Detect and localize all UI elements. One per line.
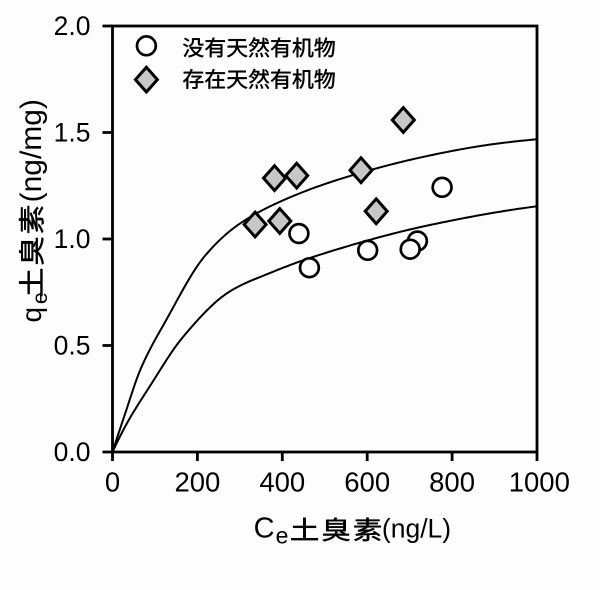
svg-text:C: C (254, 512, 275, 544)
svg-text:2.0: 2.0 (54, 11, 91, 41)
svg-text:400: 400 (259, 466, 305, 497)
svg-text:0.5: 0.5 (54, 331, 91, 361)
svg-text:200: 200 (174, 466, 220, 497)
svg-text:e: e (276, 523, 289, 549)
svg-text:0: 0 (105, 466, 120, 497)
svg-text:(ng/mg): (ng/mg) (15, 99, 48, 202)
svg-text:q: q (16, 307, 47, 323)
svg-text:1.0: 1.0 (54, 224, 91, 254)
svg-text:1.5: 1.5 (54, 118, 91, 148)
svg-text:0.0: 0.0 (54, 437, 91, 467)
svg-text:e: e (29, 292, 52, 304)
svg-text:600: 600 (344, 466, 390, 497)
svg-text:1000: 1000 (509, 466, 570, 497)
svg-text:800: 800 (429, 466, 475, 497)
svg-text:(ng/L): (ng/L) (382, 513, 451, 543)
